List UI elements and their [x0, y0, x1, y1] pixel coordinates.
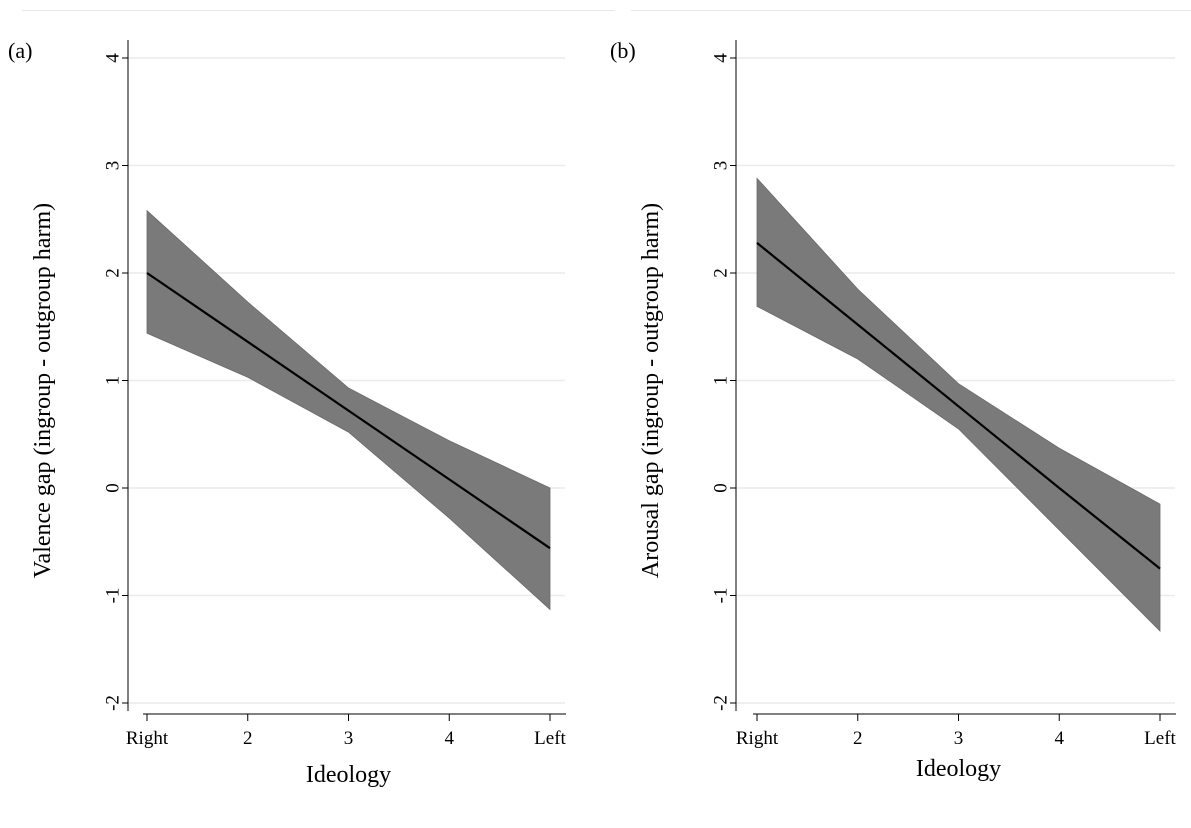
- y-tick-label: 0: [711, 483, 732, 493]
- line-chart-a: -2 -1 0 1 2 3 4 Right 2 3 4 Left Ideology Valence gap…: [30, 40, 567, 788]
- x-tick-label: 2: [853, 728, 863, 749]
- x-axis-title: Ideology: [916, 756, 1001, 782]
- y-axis-title: Arousal gap (ingroup - outgroup harm): [638, 203, 664, 578]
- y-tick-label: 4: [103, 53, 124, 63]
- y-tick-label: 3: [103, 161, 124, 171]
- panel-top-border: [22, 10, 615, 11]
- y-tick-label: -1: [711, 588, 732, 604]
- y-tick-label: 2: [711, 268, 732, 278]
- y-axis-title: Valence gap (ingroup - outgroup harm): [30, 203, 56, 578]
- x-tick-label: 3: [344, 728, 354, 749]
- chart-panel-a: (a) -2 -1 0 1 2 3 4 Right 2 3 4 Left Ideology Valence…: [0, 0, 615, 828]
- x-tick-label: 3: [954, 728, 964, 749]
- x-tick-label: Left: [534, 728, 566, 749]
- y-tick-label: -2: [711, 695, 732, 711]
- x-tick-label: Right: [126, 728, 169, 749]
- estimate-line: [146, 272, 551, 550]
- x-tick-label: Left: [1144, 728, 1176, 749]
- y-tick-label: 1: [711, 376, 732, 386]
- panel-top-border: [631, 10, 1191, 11]
- x-tick-label: 4: [1055, 728, 1065, 749]
- line-chart-b: -2 -1 0 1 2 3 4 Right 2 3 4 Left Ideology Arousal gap…: [638, 40, 1177, 782]
- x-axis-title: Ideology: [306, 762, 391, 788]
- y-tick-label: 2: [103, 268, 124, 278]
- panel-label: (b): [610, 38, 636, 63]
- x-tick-label: 2: [243, 728, 253, 749]
- estimate-line: [756, 242, 1161, 570]
- confidence-band: [756, 177, 1161, 632]
- panel-label: (a): [8, 38, 33, 63]
- y-tick-label: -2: [103, 695, 124, 711]
- y-tick-label: -1: [103, 588, 124, 604]
- x-tick-label: 4: [445, 728, 455, 749]
- x-tick-label: Right: [736, 728, 779, 749]
- y-tick-label: 1: [103, 376, 124, 386]
- chart-panel-b: (b) -2 -1 0 1 2 3 4 Right 2 3 4 Left Ideology Arousal…: [596, 0, 1191, 828]
- y-tick-label: 4: [711, 53, 732, 63]
- y-tick-label: 3: [711, 161, 732, 171]
- y-tick-label: 0: [103, 483, 124, 493]
